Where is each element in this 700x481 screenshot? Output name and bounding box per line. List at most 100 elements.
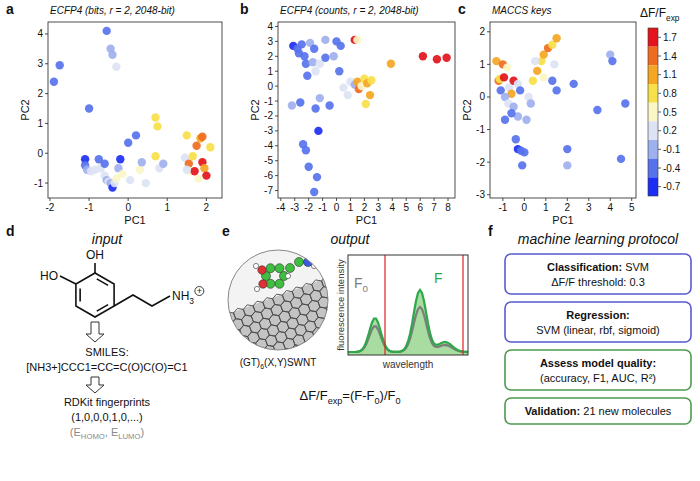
smiles-label: SMILES: <box>85 346 128 358</box>
panel-protocol: fmachine learning protocolClassification… <box>488 223 691 424</box>
point <box>520 148 528 156</box>
point <box>540 73 548 81</box>
text-part: HOMO <box>81 432 105 441</box>
point <box>353 36 361 44</box>
point <box>310 45 318 53</box>
panel-letter: e <box>222 223 230 239</box>
point <box>337 42 345 50</box>
colorbar-tick <box>658 149 661 150</box>
y-tick-label: -1 <box>476 124 485 135</box>
text-part: (X,Y)SWNT <box>264 357 316 368</box>
colorbar-tick <box>658 130 661 131</box>
colorbar-title: ΔF/Fexp <box>640 6 680 23</box>
charge-circle <box>195 287 204 296</box>
x-tick <box>128 198 129 201</box>
x-tick <box>364 198 365 201</box>
complex-label: (GT)6(X,Y)SWNT <box>240 357 317 370</box>
x-tick <box>49 198 50 201</box>
colorbar-tick-label: 0.8 <box>663 88 677 99</box>
x-tick <box>434 198 435 201</box>
point <box>136 166 144 174</box>
point <box>288 101 296 109</box>
y-tick-label: 0 <box>267 81 273 92</box>
double-bond <box>79 288 81 301</box>
point <box>608 57 616 65</box>
point <box>442 54 450 62</box>
point <box>621 99 629 107</box>
box-line: SVM (linear, rbf, sigmoid) <box>536 324 659 336</box>
point <box>387 60 395 68</box>
colorbar-tick <box>658 112 661 113</box>
point <box>552 86 560 94</box>
colorbar-frame <box>648 28 658 196</box>
y-axis-title: fluorescence intensity <box>335 259 346 351</box>
point <box>563 161 571 169</box>
x-tick <box>294 198 295 201</box>
y-tick-label: 1 <box>37 118 43 129</box>
points <box>492 34 629 170</box>
y-tick <box>487 162 490 163</box>
x-tick <box>610 198 611 201</box>
point <box>314 127 322 135</box>
colorbar-band <box>648 121 658 140</box>
y-tick-label: 1 <box>267 66 273 77</box>
point <box>189 152 197 160</box>
y-tick <box>275 175 278 176</box>
point <box>200 164 208 172</box>
point <box>362 100 370 108</box>
curve-label: F <box>434 270 443 286</box>
point <box>325 101 333 109</box>
box-head: Classification: <box>547 261 622 273</box>
point <box>300 52 308 60</box>
colorbar-band <box>648 84 658 103</box>
atom <box>286 264 295 273</box>
panel-a: -2-1012-101234PC1PC2ECFP4 (bits, r = 2, … <box>6 1 222 226</box>
colorbar-band <box>648 47 658 66</box>
point <box>142 179 150 187</box>
y-tick-label: 4 <box>37 28 43 39</box>
y-tick-label: 2 <box>37 88 43 99</box>
x-tick-label: 2 <box>362 202 368 213</box>
bond <box>94 263 96 273</box>
atom <box>253 263 258 268</box>
text-part: , E <box>105 426 118 438</box>
colorbar-band <box>648 65 658 84</box>
x-tick-label: 8 <box>445 202 451 213</box>
x-tick <box>322 198 323 201</box>
x-tick-label: 1 <box>164 202 170 213</box>
point <box>202 171 210 179</box>
smiles: [NH3+]CCC1=CC=C(O)C(O)=C1 <box>26 361 187 373</box>
box-line: Regression: <box>566 309 630 321</box>
text-part: NH <box>172 289 189 303</box>
fingerprint: (1,0,0,0,1,0,...) <box>71 411 143 423</box>
y-tick <box>275 41 278 42</box>
text-part: LUMO <box>118 432 140 441</box>
point <box>311 67 319 75</box>
spectrum-frame <box>348 255 468 355</box>
colorbar-tick-label: 1.4 <box>663 51 677 62</box>
colorbar-tick <box>658 74 661 75</box>
fingerprint-label: RDKit fingerprints <box>64 396 151 408</box>
x-tick <box>378 198 379 201</box>
y-tick <box>275 86 278 87</box>
point <box>617 155 625 163</box>
panel-b: -4-3-2-1012345678-7-6-5-4-3-2-101234PC1P… <box>240 1 455 226</box>
panel-c: -1012345-3-2-1012PC1PC2MACCS keysc <box>458 1 636 226</box>
y-tick-label: 2 <box>479 26 485 37</box>
panel-letter: d <box>6 223 15 239</box>
y-tick-label: 1 <box>479 59 485 70</box>
x-tick <box>206 198 207 201</box>
y-tick <box>275 130 278 131</box>
colorbar-tick <box>658 186 661 187</box>
chain <box>114 295 170 306</box>
y-tick-label: -2 <box>264 110 273 121</box>
x-tick <box>350 198 351 201</box>
point <box>570 80 578 88</box>
atom <box>295 258 304 267</box>
point <box>522 116 530 124</box>
box-tail: 21 new molecules <box>580 405 672 417</box>
f-curve <box>348 290 468 352</box>
panel-title: output <box>331 231 371 247</box>
atom <box>310 254 315 259</box>
box-line: (accuracy, F1, AUC, R²) <box>540 372 656 384</box>
